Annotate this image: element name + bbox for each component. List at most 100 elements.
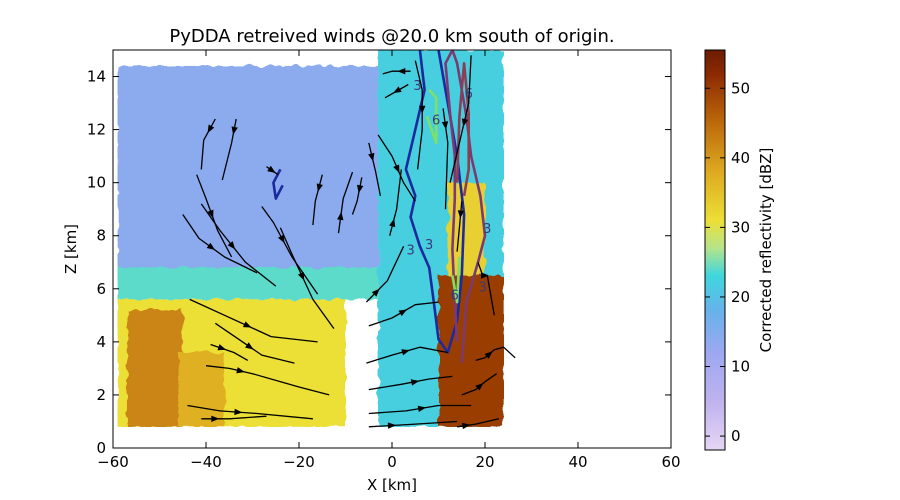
colorbar-label: Corrected reflectivity [dBZ] xyxy=(757,148,775,353)
streamline-arrow-35 xyxy=(475,382,484,391)
x-tick-label-2: −20 xyxy=(283,453,315,471)
colorbar-tick-label-5: 50 xyxy=(731,79,750,97)
reflectivity-region-melting-band xyxy=(117,267,420,300)
x-tick-label-4: 20 xyxy=(475,453,494,471)
streamline-arrow-1 xyxy=(207,124,215,134)
y-tick-label-0: 0 xyxy=(96,439,106,457)
streamline-32 xyxy=(456,201,463,252)
contour-label-2: 3 xyxy=(406,243,414,258)
streamline-arrow-10 xyxy=(337,211,344,221)
x-tick-label-3: 0 xyxy=(387,453,397,471)
colorbar-tick-label-3: 30 xyxy=(731,218,750,236)
streamline-arrow-11 xyxy=(357,184,364,194)
streamline-16 xyxy=(210,343,249,361)
streamline-arrow-9 xyxy=(316,183,323,192)
streamline-arrow-23 xyxy=(417,405,427,413)
streamline-31 xyxy=(442,108,449,210)
streamline-arrow-30 xyxy=(393,86,402,94)
streamline-arrow-4 xyxy=(227,241,236,250)
streamline-arrow-25 xyxy=(393,164,400,174)
streamline-arrow-29 xyxy=(397,68,406,75)
streamline-1 xyxy=(200,118,216,170)
streamline-34 xyxy=(475,346,516,362)
streamline-12 xyxy=(368,142,382,197)
reflectivity-region-rain-core-mid xyxy=(178,352,225,427)
streamline-arrow-31 xyxy=(441,121,449,130)
y-tick-label-1: 2 xyxy=(96,386,106,404)
wind-streamlines xyxy=(182,55,516,430)
streamline-arrow-20 xyxy=(371,288,380,297)
streamline-arrow-6 xyxy=(277,234,285,244)
updraft-contour-6 xyxy=(451,256,461,304)
updraft-contour-3 xyxy=(444,50,487,364)
contour-label-4: 3 xyxy=(483,222,491,237)
streamline-2 xyxy=(221,118,237,181)
streamline-18 xyxy=(201,415,267,420)
streamline-arrow-17 xyxy=(234,408,243,416)
updraft-contour-4 xyxy=(455,62,470,197)
streamline-arrow-8 xyxy=(267,165,276,173)
streamline-arrow-26 xyxy=(389,218,396,228)
streamline-arrow-3 xyxy=(207,209,214,219)
y-tick-label-4: 8 xyxy=(96,227,106,245)
streamline-arrow-13 xyxy=(242,321,252,328)
streamline-9 xyxy=(312,174,323,226)
streamline-arrow-28 xyxy=(419,105,426,114)
streamline-arrow-32 xyxy=(457,210,465,219)
contour-label-7: 6 xyxy=(432,113,440,128)
colorbar-tick-label-1: 10 xyxy=(731,358,750,376)
streamline-arrow-7 xyxy=(297,271,305,281)
streamline-arrow-33 xyxy=(481,272,489,279)
streamline-15 xyxy=(205,365,330,396)
streamline-arrow-21 xyxy=(398,309,408,317)
colorbar-ticks: 0 10 20 30 40 50 xyxy=(705,79,750,445)
x-axis-label: X [km] xyxy=(367,476,417,494)
streamline-arrow-27 xyxy=(461,118,469,127)
y-tick-label-5: 10 xyxy=(87,174,106,192)
y-axis-ticks: 0 2 4 6 8 10 12 14 xyxy=(87,68,671,457)
streamline-arrow-24 xyxy=(387,422,396,429)
chart-title: PyDDA retreived winds @20.0 km south of … xyxy=(169,26,614,47)
updraft-contour-5 xyxy=(425,88,438,145)
y-tick-label-3: 6 xyxy=(96,280,106,298)
y-axis-label: Z [km] xyxy=(62,224,80,274)
contour-label-8: 6 xyxy=(451,288,459,303)
x-tick-label-1: −40 xyxy=(190,453,222,471)
x-tick-label-6: 60 xyxy=(661,453,680,471)
colorbar: 0 10 20 30 40 50 Corrected reflectivity [dBZ] xyxy=(704,49,775,451)
colorbar-tick-label-0: 0 xyxy=(731,427,741,445)
colorbar-tick-label-2: 20 xyxy=(731,288,750,306)
contour-label-5: 3 xyxy=(479,280,487,295)
reflectivity-region-rain-core-left xyxy=(126,310,183,427)
streamline-arrow-36 xyxy=(461,422,471,430)
y-tick-label-6: 12 xyxy=(87,121,106,139)
updraft-contour-2 xyxy=(272,168,284,200)
streamline-arrow-14 xyxy=(245,342,254,350)
y-tick-label-7: 14 xyxy=(87,68,106,86)
streamline-arrow-18 xyxy=(211,415,220,422)
streamline-arrow-22 xyxy=(410,379,420,386)
x-tick-label-0: −60 xyxy=(97,453,129,471)
streamline-11 xyxy=(351,177,363,215)
x-tick-label-5: 40 xyxy=(568,453,587,471)
streamline-24 xyxy=(368,420,458,428)
streamline-arrow-15 xyxy=(236,367,245,374)
colorbar-gradient xyxy=(704,49,726,451)
reflectivity-region-anvil-left xyxy=(117,65,379,273)
streamline-arrow-16 xyxy=(217,344,227,351)
reflectivity-field xyxy=(117,50,504,427)
streamline-10 xyxy=(337,171,354,234)
colorbar-tick-label-4: 40 xyxy=(731,149,750,167)
streamline-arrow-34 xyxy=(484,351,493,359)
contour-label-3: 3 xyxy=(425,238,433,253)
contour-label-1: 3 xyxy=(413,79,421,94)
streamline-arrow-19 xyxy=(401,349,410,356)
streamline-arrow-2 xyxy=(231,126,238,135)
streamline-20 xyxy=(365,246,405,303)
x-axis-ticks: −60 −40 −20 0 20 40 60 xyxy=(97,50,681,471)
streamline-26 xyxy=(389,169,402,236)
y-tick-label-2: 4 xyxy=(96,333,106,351)
